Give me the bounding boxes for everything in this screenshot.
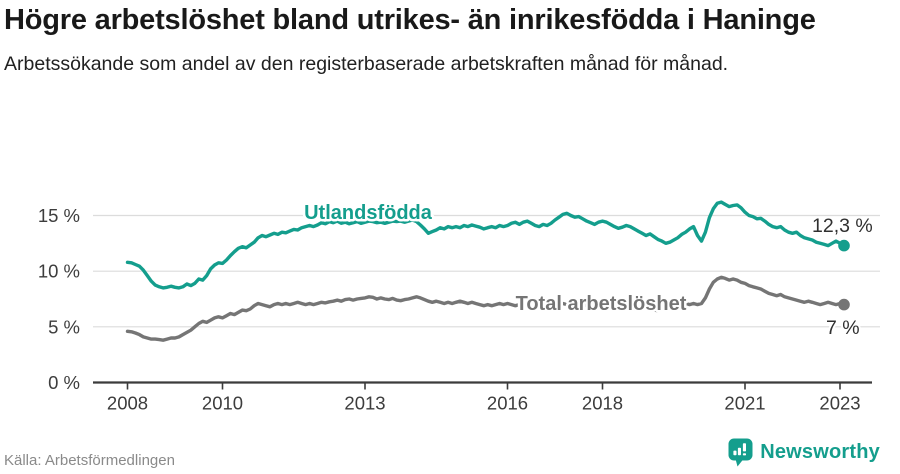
series-label: Utlandsfödda (304, 202, 433, 224)
y-tick-label: 15 % (38, 205, 80, 226)
x-tick-label: 2008 (107, 393, 148, 414)
source-note: Källa: Arbetsförmedlingen (4, 452, 175, 469)
x-tick-label: 2021 (724, 393, 765, 414)
series-label: Total arbetslöshet (516, 293, 687, 315)
x-tick-label: 2016 (487, 393, 528, 414)
y-tick-label: 0 % (48, 372, 80, 393)
y-tick-label: 10 % (38, 261, 80, 282)
newsworthy-wordmark: Newsworthy (760, 441, 880, 463)
end-value-label: 7 % (826, 317, 860, 339)
newsworthy-icon (728, 438, 753, 467)
page-title: Högre arbetslöshet bland utrikes- än inr… (4, 4, 816, 36)
series-line-total (125, 275, 846, 342)
x-tick-label: 2023 (819, 393, 860, 414)
chart-header: Högre arbetslöshet bland utrikes- än inr… (4, 4, 896, 77)
end-value-label: 12,3 % (812, 215, 873, 237)
chart-subtitle: Arbetssökande som andel av den registerb… (4, 52, 729, 75)
newsworthy-logo: Newsworthy (728, 438, 880, 467)
x-tick-label: 2013 (344, 393, 385, 414)
series-end-dot (838, 239, 850, 252)
x-tick-label: 2018 (582, 393, 623, 414)
y-tick-label: 5 % (48, 316, 80, 337)
x-tick-label: 2010 (202, 393, 243, 414)
series-end-dot (838, 298, 850, 311)
series-line-utlandsfodda (125, 200, 846, 290)
